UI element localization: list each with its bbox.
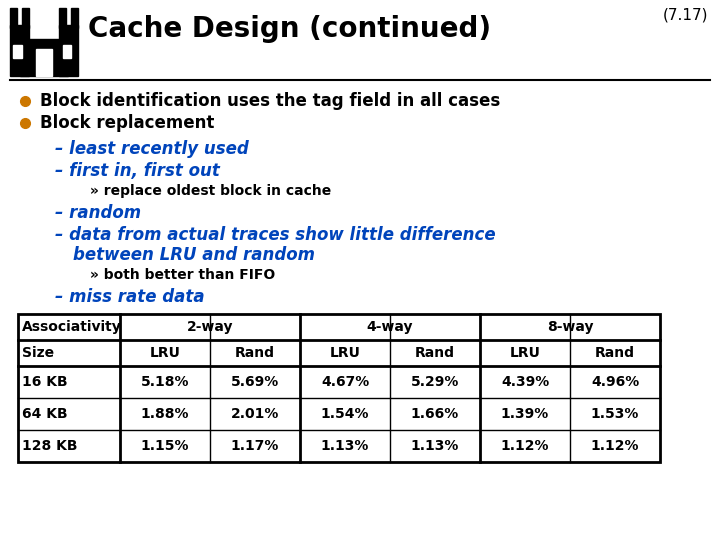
- Text: – data from actual traces show little difference: – data from actual traces show little di…: [55, 226, 495, 244]
- Text: LRU: LRU: [150, 346, 181, 360]
- Bar: [71, 8, 78, 29]
- Text: (7.17): (7.17): [662, 8, 708, 23]
- Text: 1.17%: 1.17%: [231, 439, 279, 453]
- Text: Block identification uses the tag field in all cases: Block identification uses the tag field …: [40, 92, 500, 110]
- Text: 4.67%: 4.67%: [321, 375, 369, 389]
- Text: 4.96%: 4.96%: [591, 375, 639, 389]
- Text: between LRU and random: between LRU and random: [73, 246, 315, 264]
- Text: 1.39%: 1.39%: [501, 407, 549, 421]
- Text: 4.39%: 4.39%: [501, 375, 549, 389]
- Text: – random: – random: [55, 204, 141, 222]
- Bar: [22, 8, 29, 29]
- Bar: [10, 25, 29, 76]
- Bar: [59, 25, 78, 76]
- Text: 1.15%: 1.15%: [140, 439, 189, 453]
- Text: 1.12%: 1.12%: [500, 439, 549, 453]
- Text: LRU: LRU: [330, 346, 361, 360]
- Text: Associativity: Associativity: [22, 320, 122, 334]
- Text: Block replacement: Block replacement: [40, 114, 215, 132]
- Text: 1.88%: 1.88%: [140, 407, 189, 421]
- Text: 1.12%: 1.12%: [590, 439, 639, 453]
- Text: Size: Size: [22, 346, 54, 360]
- Text: » replace oldest block in cache: » replace oldest block in cache: [90, 184, 331, 198]
- Text: 1.54%: 1.54%: [320, 407, 369, 421]
- Text: LRU: LRU: [510, 346, 541, 360]
- Text: 1.53%: 1.53%: [591, 407, 639, 421]
- Text: 2-way: 2-way: [186, 320, 233, 334]
- Bar: [61, 32, 68, 42]
- Bar: [63, 45, 71, 58]
- Text: 4-way: 4-way: [366, 320, 413, 334]
- Text: 2.01%: 2.01%: [231, 407, 279, 421]
- Text: 1.13%: 1.13%: [411, 439, 459, 453]
- Text: 1.66%: 1.66%: [411, 407, 459, 421]
- Text: 5.69%: 5.69%: [231, 375, 279, 389]
- Text: Rand: Rand: [235, 346, 275, 360]
- Text: Cache Design (continued): Cache Design (continued): [88, 15, 491, 43]
- Text: Rand: Rand: [595, 346, 635, 360]
- Bar: [20, 38, 68, 76]
- Text: Rand: Rand: [415, 346, 455, 360]
- Text: » both better than FIFO: » both better than FIFO: [90, 268, 275, 282]
- Text: – miss rate data: – miss rate data: [55, 288, 204, 306]
- Bar: [14, 45, 22, 58]
- Text: 1.13%: 1.13%: [321, 439, 369, 453]
- Text: 8-way: 8-way: [546, 320, 593, 334]
- Bar: [10, 8, 17, 29]
- Text: 16 KB: 16 KB: [22, 375, 68, 389]
- Text: – first in, first out: – first in, first out: [55, 162, 220, 180]
- Bar: [59, 8, 66, 29]
- Bar: [36, 49, 52, 76]
- Text: – least recently used: – least recently used: [55, 140, 248, 158]
- Text: 128 KB: 128 KB: [22, 439, 78, 453]
- Bar: [18, 314, 660, 462]
- Text: 64 KB: 64 KB: [22, 407, 68, 421]
- Text: 5.18%: 5.18%: [140, 375, 189, 389]
- Bar: [20, 32, 27, 42]
- Text: 5.29%: 5.29%: [411, 375, 459, 389]
